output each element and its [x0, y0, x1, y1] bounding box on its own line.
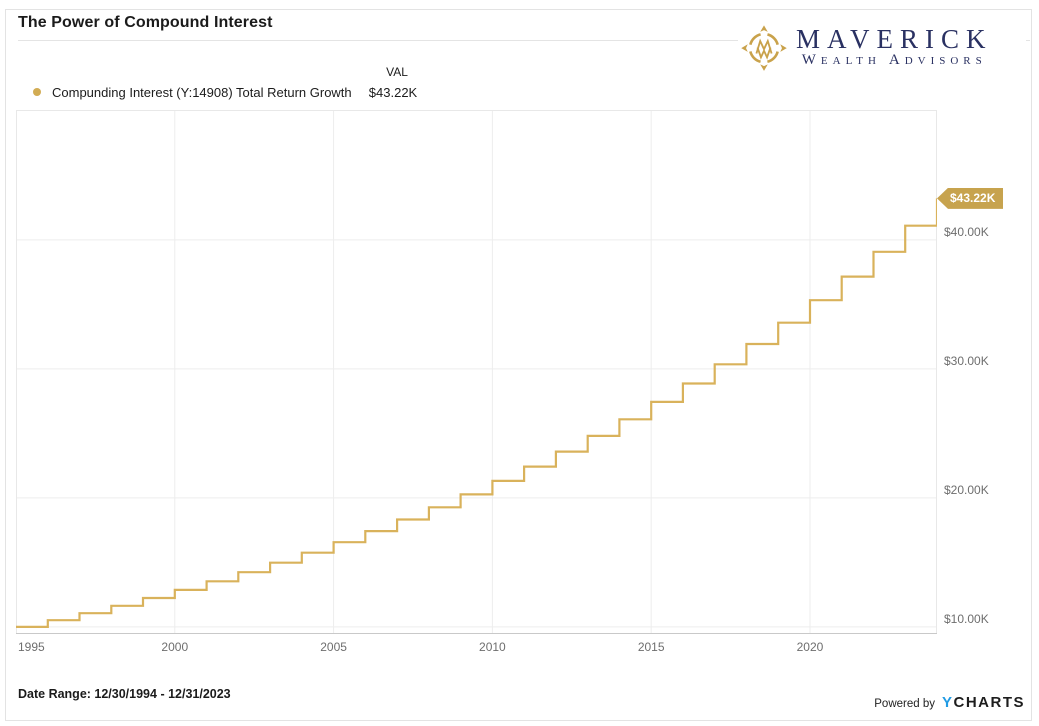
chart-plot-area[interactable]	[16, 110, 937, 634]
brand-logo: MAVERICK Wealth Advisors	[738, 16, 1026, 78]
last-value-tag: $43.22K	[937, 187, 1004, 209]
y-tick-label: $40.00K	[944, 224, 989, 239]
powered-by-text: Powered by	[874, 698, 935, 710]
y-tick-label: $30.00K	[944, 353, 989, 368]
compound-interest-step-line[interactable]	[16, 198, 937, 628]
chart-card	[5, 9, 1032, 721]
legend-series-dot	[33, 88, 41, 96]
powered-by-ycharts[interactable]: Powered by YCHARTS	[874, 694, 1025, 711]
x-tick-label: 2020	[796, 640, 824, 654]
legend-series-label[interactable]: Compunding Interest (Y:14908) Total Retu…	[52, 85, 352, 100]
x-tick-label: 2010	[479, 640, 506, 654]
ycharts-y-glyph: Y	[941, 694, 954, 711]
plot-border	[16, 110, 937, 634]
x-tick-label: 1995	[18, 640, 45, 654]
x-tick-label: 2015	[637, 640, 665, 654]
brand-subtitle: Wealth Advisors	[801, 52, 987, 68]
legend-series-value: $43.22K	[368, 85, 418, 100]
page-title: The Power of Compound Interest	[18, 14, 273, 31]
brand-name: MAVERICK	[796, 24, 993, 54]
compass-icon	[738, 19, 790, 75]
date-range-label: Date Range: 12/30/1994 - 12/31/2023	[18, 687, 231, 701]
y-tick-label: $20.00K	[944, 482, 989, 497]
x-tick-label: 2000	[161, 640, 189, 654]
title-divider	[18, 40, 1030, 41]
ycharts-wordmark: CHARTS	[953, 694, 1025, 711]
ycharts-logo: YCHARTS	[942, 694, 1025, 711]
legend-val-header: VAL	[386, 65, 408, 79]
y-tick-label: $10.00K	[944, 611, 989, 626]
x-tick-label: 2005	[320, 640, 347, 654]
